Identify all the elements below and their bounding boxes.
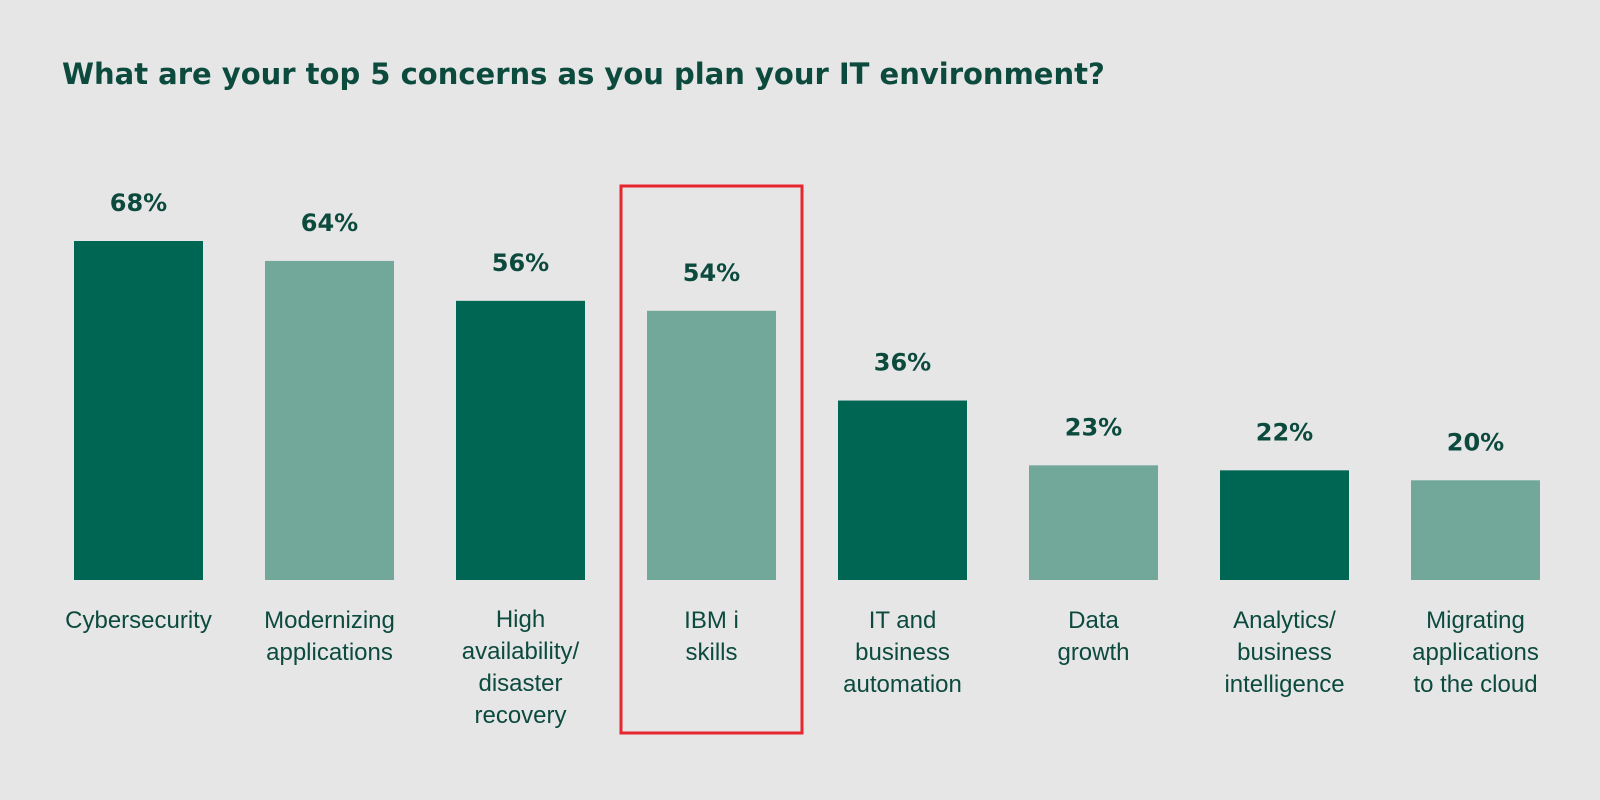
category-label-migrating-applications-to-the-cloud: Migrating [1426,607,1525,634]
category-label-data-growth: growth [1057,639,1129,666]
category-label-it-and-business-automation: IT and [869,607,937,634]
value-label-high-availability-disaster-recovery: 56% [492,249,549,277]
category-label-modernizing-applications: Modernizing [264,607,395,634]
chart-title: What are your top 5 concerns as you plan… [62,57,1105,91]
category-label-high-availability-disaster-recovery: availability/ [462,638,580,665]
bar-cybersecurity [74,241,203,580]
category-label-high-availability-disaster-recovery: High [496,606,545,633]
category-label-migrating-applications-to-the-cloud: applications [1412,639,1539,666]
category-label-analytics-business-intelligence: Analytics/ [1233,607,1336,634]
value-label-it-and-business-automation: 36% [874,349,931,377]
category-label-modernizing-applications: applications [266,639,393,666]
value-label-analytics-business-intelligence: 22% [1256,418,1313,446]
category-label-high-availability-disaster-recovery: recovery [474,702,566,729]
category-labels-group: Cybersecurity Modernizing applications High… [65,606,1539,729]
value-label-cybersecurity: 68% [110,189,167,217]
bar-modernizing-applications [265,260,394,580]
value-label-migrating-applications-to-the-cloud: 20% [1447,428,1504,456]
category-label-analytics-business-intelligence: business [1237,639,1332,666]
highlight-box [619,184,804,735]
value-label-ibm-i-skills: 54% [683,259,740,287]
highlight-group [619,184,804,735]
bar-analytics-business-intelligence [1220,470,1349,580]
category-label-ibm-i-skills: skills [686,639,738,666]
bar-high-availability-disaster-recovery [456,300,585,580]
category-label-analytics-business-intelligence: intelligence [1224,671,1344,698]
category-label-data-growth: Data [1068,607,1119,634]
value-label-data-growth: 23% [1065,413,1122,441]
bar-data-growth [1029,465,1158,580]
bar-migrating-applications-to-the-cloud [1411,480,1540,580]
category-label-it-and-business-automation: business [855,639,950,666]
category-label-ibm-i-skills: IBM i [684,607,739,634]
bar-it-and-business-automation [838,400,967,580]
bar-ibm-i-skills [647,310,776,580]
bars-group [74,241,1540,580]
category-label-high-availability-disaster-recovery: disaster [478,670,562,697]
category-label-migrating-applications-to-the-cloud: to the cloud [1413,671,1537,698]
category-label-it-and-business-automation: automation [843,671,962,698]
value-label-modernizing-applications: 64% [301,209,358,237]
category-label-cybersecurity: Cybersecurity [65,607,212,634]
value-labels-group: 68% 64% 56% 54% 36% 23% 22% 20% [110,189,1504,456]
